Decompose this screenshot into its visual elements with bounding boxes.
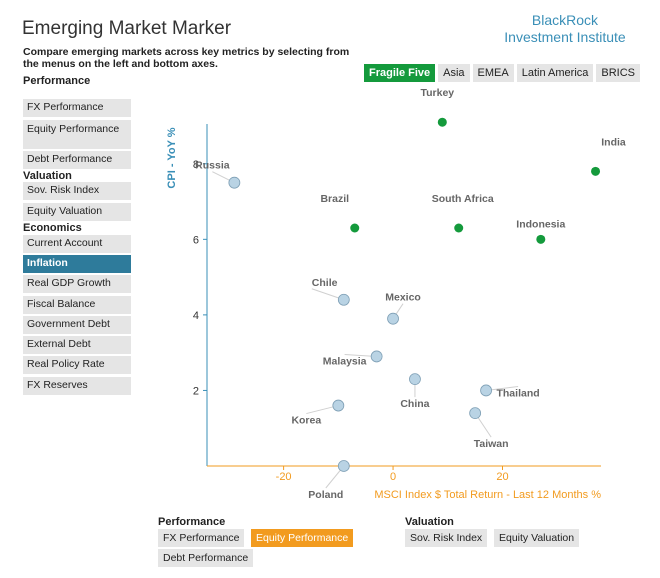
- x-tick-label: 20: [496, 471, 508, 483]
- bottom-debt-performance[interactable]: Debt Performance: [158, 549, 254, 567]
- data-point-brazil: [350, 223, 360, 233]
- point-label: Korea: [291, 415, 321, 427]
- left-equity-performance[interactable]: Equity Performance: [23, 120, 131, 149]
- left-performance-heading: Performance: [23, 75, 91, 87]
- filter-latin-america[interactable]: Latin America: [516, 64, 594, 82]
- y-tick-label: 4: [193, 310, 199, 322]
- x-tick-label: 0: [390, 471, 396, 483]
- x-axis-title: MSCI Index $ Total Return - Last 12 Mont…: [374, 489, 601, 501]
- data-point-chile: [337, 293, 350, 306]
- data-point-mexico: [387, 312, 399, 325]
- data-point-turkey: [437, 117, 447, 127]
- brand-logo: BlackRock Investment Institute: [490, 12, 640, 46]
- point-label: Taiwan: [474, 438, 509, 450]
- data-point-korea: [332, 399, 345, 412]
- left-external-debt[interactable]: External Debt: [23, 336, 131, 354]
- brand-line2: Investment Institute: [504, 29, 626, 45]
- y-axis-title: CPI - YoY %: [166, 127, 178, 188]
- left-current-account[interactable]: Current Account: [23, 235, 131, 253]
- bottom-equity-performance[interactable]: Equity Performance: [251, 529, 354, 547]
- page-subtitle: Compare emerging markets across key metr…: [23, 46, 350, 70]
- filter-brics[interactable]: BRICS: [596, 64, 641, 82]
- y-tick-label: 6: [193, 234, 199, 246]
- data-point-thailand: [480, 384, 492, 397]
- data-point-south-africa: [454, 223, 464, 233]
- bottom-performance-heading: Performance: [158, 516, 226, 528]
- point-label: Chile: [312, 277, 338, 289]
- point-label: South Africa: [432, 193, 494, 205]
- data-point-china: [409, 373, 421, 386]
- brand-line1: BlackRock: [531, 12, 599, 28]
- bottom-sov-risk-index[interactable]: Sov. Risk Index: [405, 529, 488, 547]
- data-point-poland: [337, 460, 350, 472]
- point-label: Brazil: [320, 193, 349, 205]
- bottom-equity-valuation[interactable]: Equity Valuation: [494, 529, 580, 547]
- data-point-taiwan: [469, 407, 482, 420]
- left-valuation-heading: Valuation: [23, 170, 72, 182]
- left-debt-performance[interactable]: Debt Performance: [23, 151, 131, 169]
- point-label: Poland: [308, 489, 343, 501]
- y-tick-label: 8: [193, 159, 199, 171]
- left-real-policy-rate[interactable]: Real Policy Rate: [23, 356, 131, 374]
- bottom-fx-performance[interactable]: FX Performance: [158, 529, 245, 547]
- filter-asia[interactable]: Asia: [438, 64, 470, 82]
- data-point-india: [591, 166, 601, 176]
- left-economics-heading: Economics: [23, 222, 82, 234]
- filter-emea[interactable]: EMEA: [472, 64, 514, 82]
- point-label: Turkey: [420, 87, 454, 99]
- data-point-malaysia: [370, 350, 383, 363]
- point-label: Mexico: [385, 292, 421, 304]
- page-title: Emerging Market Marker: [22, 18, 232, 39]
- left-fiscal-balance[interactable]: Fiscal Balance: [23, 296, 131, 314]
- filter-fragile-five[interactable]: Fragile Five: [364, 64, 436, 82]
- point-label: Indonesia: [516, 218, 565, 230]
- left-government-debt[interactable]: Government Debt: [23, 316, 131, 334]
- y-tick-label: 2: [193, 385, 199, 397]
- point-label: China: [400, 398, 429, 410]
- x-tick-label: -20: [276, 471, 292, 483]
- left-equity-valuation[interactable]: Equity Valuation: [23, 203, 131, 221]
- point-label: Russia: [195, 160, 230, 172]
- point-label: Thailand: [496, 387, 539, 399]
- data-point-indonesia: [536, 234, 546, 244]
- point-label: India: [601, 136, 626, 148]
- point-label: Malaysia: [323, 355, 367, 367]
- left-fx-performance[interactable]: FX Performance: [23, 99, 131, 117]
- left-real-gdp-growth[interactable]: Real GDP Growth: [23, 275, 131, 293]
- region-filter-group: Fragile Five Asia EMEA Latin America BRI…: [364, 64, 641, 82]
- left-fx-reserves[interactable]: FX Reserves: [23, 377, 131, 395]
- left-inflation[interactable]: Inflation: [23, 255, 131, 273]
- left-sov-risk-index[interactable]: Sov. Risk Index: [23, 182, 131, 200]
- data-point-russia: [228, 176, 241, 189]
- bottom-valuation-heading: Valuation: [405, 516, 454, 528]
